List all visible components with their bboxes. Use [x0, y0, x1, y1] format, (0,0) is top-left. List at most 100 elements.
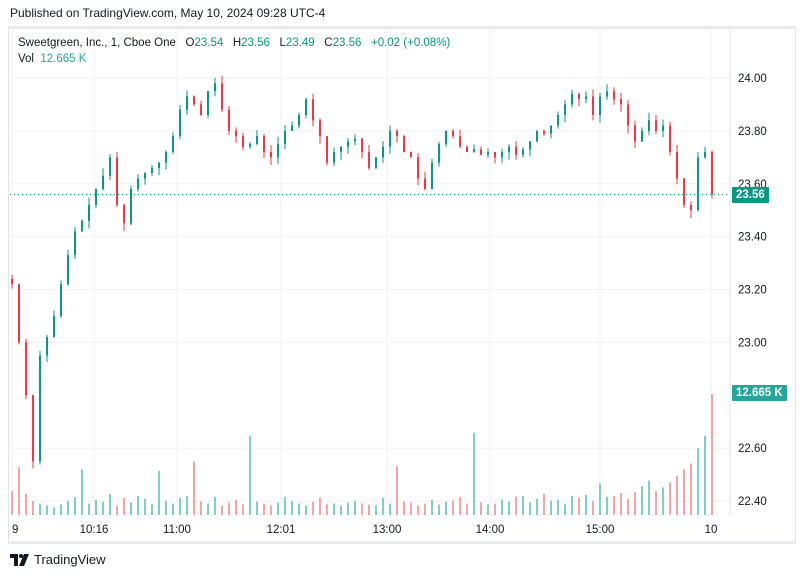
candle-body	[550, 125, 552, 134]
candle-body	[277, 144, 279, 158]
volume-bar	[676, 475, 678, 515]
volume-bar	[109, 493, 111, 515]
candle-body	[207, 91, 209, 116]
candle-body	[683, 178, 685, 205]
volume-bar	[662, 487, 664, 515]
candle-body	[116, 157, 118, 205]
candle-body	[445, 130, 447, 145]
candle-body	[396, 130, 398, 137]
candle-body	[571, 93, 573, 105]
volume-bar	[263, 503, 265, 515]
footer-brand[interactable]: TradingView	[10, 552, 106, 567]
high-value: 23.56	[241, 37, 270, 49]
price-tick-label: 23.00	[738, 337, 767, 349]
volume-bar	[648, 480, 650, 515]
chart-frame[interactable]	[8, 26, 796, 544]
volume-bar	[361, 503, 363, 515]
volume-bar	[32, 500, 34, 515]
volume-bar	[284, 496, 286, 515]
published-header: Published on TradingView.com, May 10, 20…	[10, 6, 326, 20]
volume-bar	[256, 501, 258, 515]
volume-bar	[445, 501, 447, 515]
candle-body	[529, 141, 531, 150]
volume-bar	[389, 503, 391, 515]
candle-body	[669, 125, 671, 153]
candle-body	[375, 157, 377, 168]
volume-bar	[536, 498, 538, 515]
candle-body	[522, 149, 524, 155]
time-tick-label: 13:00	[373, 524, 402, 536]
volume-bar	[158, 471, 160, 515]
candle-body	[466, 146, 468, 153]
candle-body	[186, 96, 188, 110]
volume-bar	[340, 505, 342, 515]
chart-legend: Sweetgreen, Inc., 1, Cboe One O23.54 H23…	[18, 35, 450, 67]
volume-bar	[592, 500, 594, 515]
volume-bar	[683, 469, 685, 515]
candle-body	[270, 152, 272, 158]
volume-bar	[466, 503, 468, 515]
candle-body	[613, 91, 615, 100]
price-tick-label: 24.00	[738, 73, 767, 85]
volume-bar	[403, 501, 405, 515]
candle-body	[543, 130, 545, 134]
tradingview-logo-icon	[10, 553, 29, 566]
volume-bar	[53, 507, 55, 515]
candle-body	[473, 149, 475, 153]
close-label: C	[324, 37, 333, 49]
candle-body	[158, 162, 160, 168]
volume-bar	[102, 501, 104, 515]
time-tick-label: 10	[705, 524, 718, 536]
candle-body	[151, 167, 153, 174]
volume-bar	[501, 499, 503, 515]
volume-bar	[487, 504, 489, 515]
candle-body	[480, 149, 482, 155]
candle-body	[11, 278, 13, 285]
volume-bar	[508, 501, 510, 515]
candle-body	[508, 146, 510, 153]
candle-body	[46, 337, 48, 356]
volume-bar	[669, 482, 671, 515]
volume-bar	[207, 503, 209, 515]
volume-bar	[452, 500, 454, 515]
candle-body	[592, 96, 594, 116]
volume-bar	[74, 496, 76, 515]
candle-body	[648, 120, 650, 131]
candle-body	[144, 173, 146, 179]
candle-body	[690, 204, 692, 211]
symbol-name[interactable]: Sweetgreen, Inc., 1, Cboe One	[18, 37, 176, 49]
volume-bar	[585, 494, 587, 515]
open-value: 23.54	[194, 37, 224, 49]
candle-body	[368, 152, 370, 168]
candle-body	[536, 130, 538, 142]
candle-body	[347, 141, 349, 147]
candle-body	[319, 120, 321, 137]
time-tick-label: 11:00	[163, 524, 191, 536]
volume-bar	[515, 496, 517, 515]
candle-body	[249, 144, 251, 147]
volume-bar	[60, 504, 62, 515]
volume-bar	[473, 432, 475, 515]
volume-bar	[277, 502, 279, 515]
volume-bar	[438, 504, 440, 515]
candle-body	[305, 99, 307, 116]
volume-value: 12.665 K	[40, 53, 87, 65]
candle-body	[585, 96, 587, 100]
volume-bar	[606, 496, 608, 515]
candle-body	[662, 125, 664, 131]
candle-body	[389, 130, 391, 147]
time-tick-label: 12:01	[267, 524, 296, 536]
candle-body	[599, 96, 601, 116]
candle-body	[130, 189, 132, 224]
candle-body	[410, 152, 412, 158]
volume-bar	[620, 493, 622, 515]
candle-body	[578, 93, 580, 100]
volume-bar	[396, 466, 398, 515]
candle-body	[95, 189, 97, 205]
volume-bar	[151, 504, 153, 515]
time-tick-label: 10:16	[80, 524, 109, 536]
volume-label: Vol	[18, 53, 34, 65]
candle-body	[417, 157, 419, 179]
volume-bar	[130, 502, 132, 515]
